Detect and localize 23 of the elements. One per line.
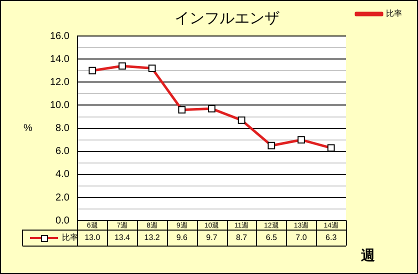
y-tick-label: 6.0: [56, 146, 70, 158]
data-label: 13.4: [114, 232, 131, 242]
data-label: 9.7: [206, 232, 218, 242]
y-tick-label: 10.0: [50, 100, 70, 111]
data-label: 8.7: [236, 232, 248, 242]
legend-label: 比率: [386, 9, 402, 18]
data-label: 7.0: [296, 232, 308, 242]
data-label: 6.3: [326, 232, 338, 242]
y-tick-label: 2.0: [56, 192, 70, 204]
y-tick-label: 0.0: [56, 215, 70, 226]
x-axis-title: 週: [360, 246, 376, 263]
data-label: 6.5: [266, 232, 278, 242]
y-tick-label: 16.0: [50, 30, 70, 42]
y-tick-label: 14.0: [50, 54, 70, 65]
text: 比率: [62, 232, 78, 242]
y-tick-label: 8.0: [56, 123, 70, 134]
data-label: 9.6: [176, 232, 188, 242]
y-axis-title: %: [24, 123, 33, 134]
y-tick-label: 4.0: [56, 169, 70, 180]
data-label: 13.0: [84, 232, 101, 242]
y-tick-label: 12.0: [50, 76, 70, 88]
data-label: 13.2: [144, 232, 160, 242]
chart-title: インフルエンザ: [174, 10, 280, 28]
